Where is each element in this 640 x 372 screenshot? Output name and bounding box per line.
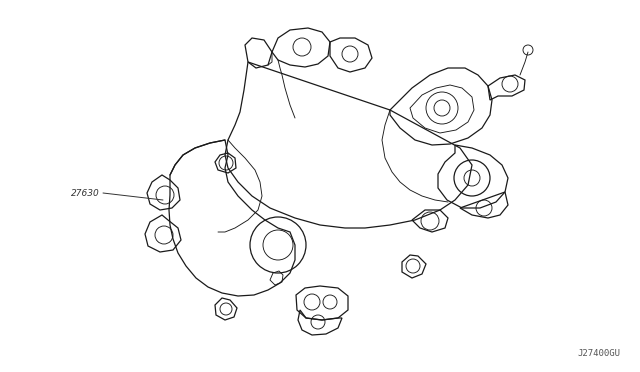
Text: J27400GU: J27400GU [577,349,620,358]
Text: 27630: 27630 [71,189,100,198]
